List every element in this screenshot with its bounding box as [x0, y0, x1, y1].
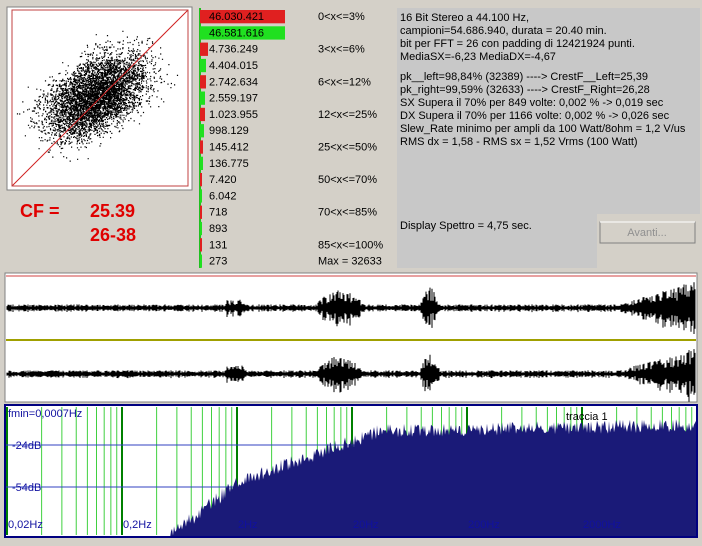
freq-label: 0,2Hz [123, 519, 152, 531]
hist-bar [200, 205, 202, 219]
scatter-frame [11, 9, 189, 187]
hist-value: 4.736.249 [209, 44, 258, 56]
histogram: 46.030.421 46.581.616 4.736.249 4.404.015 2.… [200, 10, 383, 268]
info-panel [397, 8, 700, 214]
waveform [6, 282, 696, 334]
scatter-points [16, 30, 179, 162]
hist-value: 2.742.634 [209, 76, 258, 88]
hist-bar [200, 156, 203, 170]
spectrum: fmin=0,0007Hz -24dB -54dB 0,02Hz 0,2Hz 2Hz 20H… [6, 407, 696, 538]
cf-right: 26-38 [90, 225, 136, 245]
hist-bar [200, 221, 202, 236]
info-line: MediaSX=-6,23 MediaDX=-4,67 [400, 51, 556, 63]
hist-value: 998.129 [209, 125, 249, 137]
hist-value: 893 [209, 223, 227, 235]
hist-bar [200, 42, 208, 56]
freq-label: 0,02Hz [8, 519, 43, 531]
hist-bar [200, 124, 204, 138]
info-line: bit per FFT = 26 con padding di 12421924… [400, 38, 635, 50]
hist-bar [200, 189, 202, 203]
cf-left: 25.39 [90, 201, 135, 221]
hist-value: 145.412 [209, 141, 249, 153]
hist-range: 50<x<=70% [318, 174, 377, 186]
hist-value: 4.404.015 [209, 60, 258, 72]
db-label: -24dB [12, 440, 41, 452]
freq-label: 20Hz [353, 519, 379, 531]
hist-range: 6<x<=12% [318, 76, 371, 88]
hist-value: 46.581.616 [209, 27, 264, 39]
button-avanti[interactable]: Avanti... [599, 221, 696, 244]
hist-range: 12<x<=25% [318, 109, 377, 121]
hist-bar [200, 91, 205, 105]
button-label[interactable]: Avanti... [627, 227, 667, 239]
hist-range: 0<x<=3% [318, 11, 365, 23]
hist-value: 1.023.955 [209, 109, 258, 121]
hist-value: 46.030.421 [209, 11, 264, 23]
hist-value: 7.420 [209, 174, 237, 186]
waveforms [6, 282, 696, 402]
info-line: campioni=54.686.940, durata = 20.40 min. [400, 25, 607, 37]
info-line: Slew_Rate minimo per ampli da 100 Watt/8… [400, 123, 686, 135]
hist-bar [200, 58, 206, 73]
hist-bar [200, 10, 285, 24]
hist-range: 85<x<=100% [318, 239, 383, 251]
display-time: Display Spettro = 4,75 sec. [400, 220, 532, 232]
hist-bar [200, 26, 285, 40]
hist-max: Max = 32633 [318, 256, 382, 268]
info-line: 16 Bit Stereo a 44.100 Hz, [400, 12, 529, 24]
hist-bar [200, 238, 202, 252]
hist-bar [200, 75, 206, 89]
waveform [6, 349, 696, 402]
cf-label: CF = [20, 201, 60, 221]
hist-value: 718 [209, 207, 227, 219]
hist-value: 273 [209, 256, 227, 268]
db-label: -54dB [12, 482, 41, 494]
freq-label: 2Hz [238, 519, 258, 531]
hist-value: 136.775 [209, 158, 249, 170]
waveform-panel [4, 272, 698, 403]
info-line: SX Supera il 70% per 849 volte: 0,002 % … [400, 97, 664, 109]
hist-bar [200, 107, 205, 122]
hist-bar [200, 173, 202, 187]
hist-bar [200, 140, 203, 154]
fmin-label: fmin=0,0007Hz [8, 408, 82, 420]
diagonal [11, 9, 189, 187]
info-text: 16 Bit Stereo a 44.100 Hz,campioni=54.68… [400, 12, 686, 148]
info-line: DX Supera il 70% per 1166 volte: 0,002 %… [400, 110, 670, 122]
spectrum-fill [170, 419, 696, 538]
scatter-cloud [16, 30, 179, 162]
display-panel [397, 214, 597, 268]
freq-label: 2000Hz [583, 519, 621, 531]
hist-value: 131 [209, 239, 227, 251]
hist-value: 6.042 [209, 190, 237, 202]
info-line: pk_right=99,59% (32633) ----> CrestF_Rig… [400, 84, 650, 96]
hist-range: 25<x<=50% [318, 141, 377, 153]
hist-range: 3<x<=6% [318, 44, 365, 56]
hist-bar [200, 254, 202, 268]
freq-label: 200Hz [468, 519, 500, 531]
track-label: traccia 1 [566, 411, 608, 423]
hist-value: 2.559.197 [209, 93, 258, 105]
info-line: pk__left=98,84% (32389) ----> CrestF__Le… [400, 71, 648, 83]
hist-range: 70<x<=85% [318, 207, 377, 219]
info-line: RMS dx = 1,58 - RMS sx = 1,52 Vrms (100 … [400, 136, 638, 148]
